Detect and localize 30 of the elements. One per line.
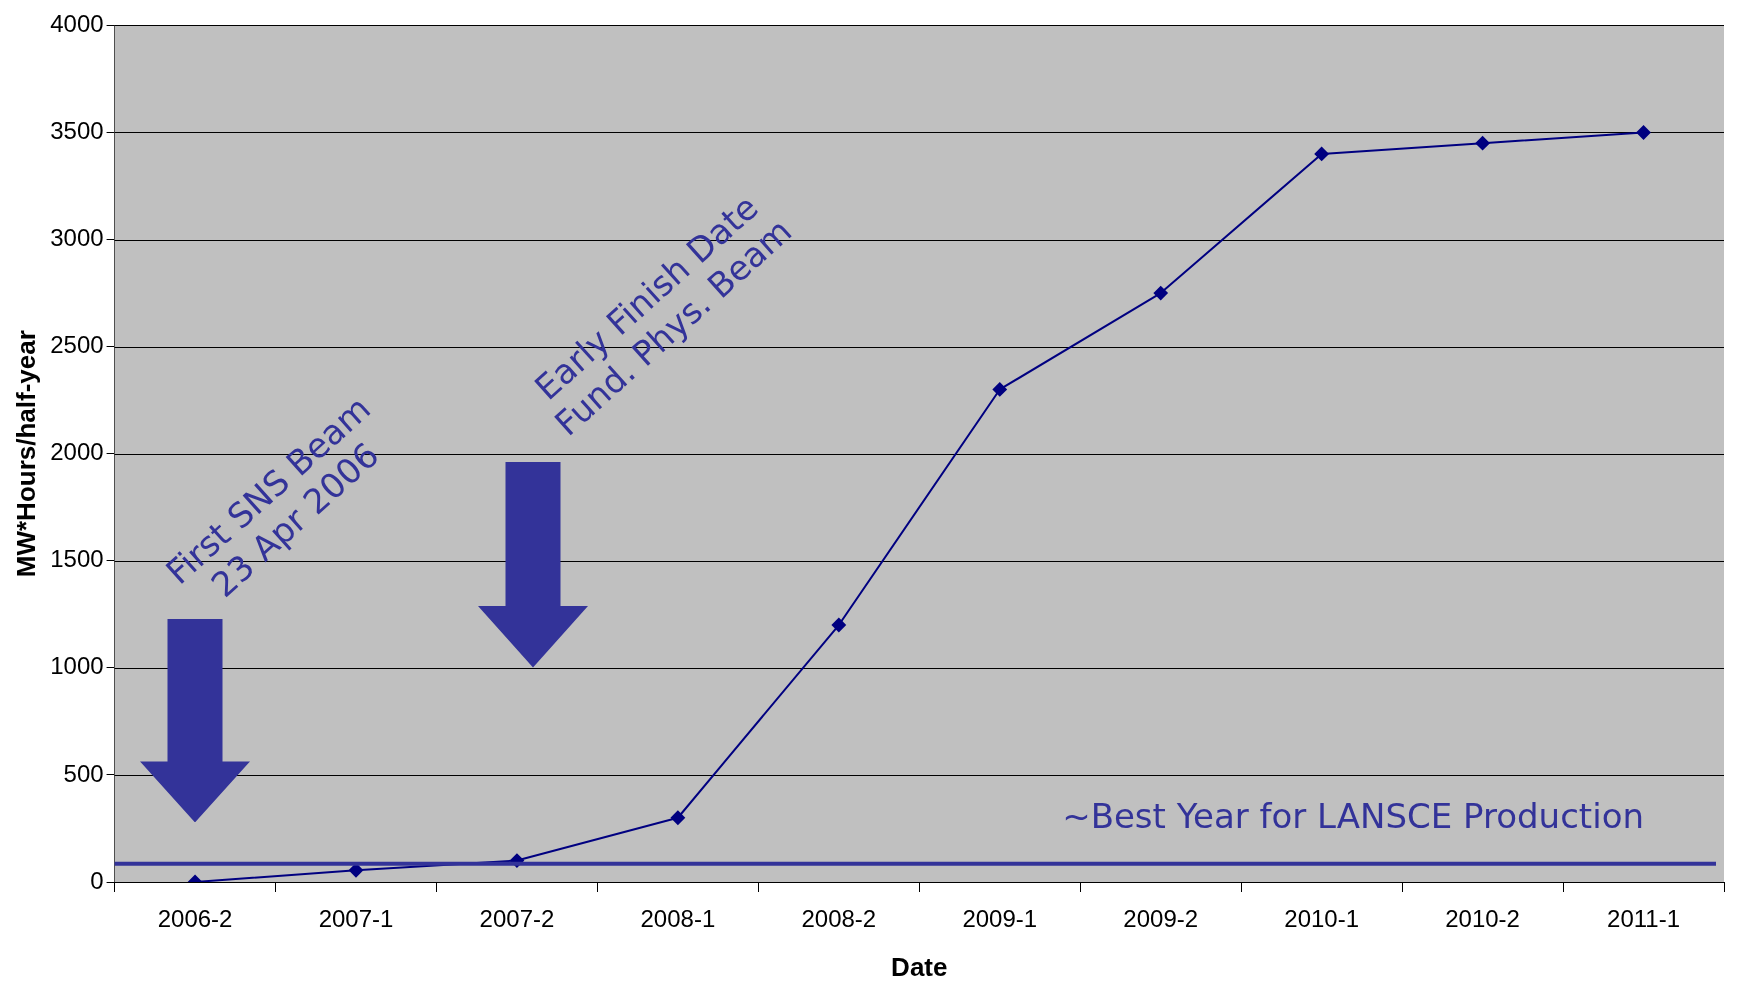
x-tick-label: 2007-1 (318, 905, 394, 933)
x-tick-label: 2008-2 (801, 905, 877, 933)
y-tick-label: 3000 (50, 224, 104, 252)
x-tick-label: 2009-1 (962, 905, 1038, 933)
x-tick-label: 2010-2 (1445, 905, 1520, 933)
y-axis-title: MW*Hours/half-year (10, 330, 41, 578)
y-tick-label: 500 (63, 759, 104, 787)
point (831, 618, 846, 633)
y-tick-label: 1500 (50, 545, 104, 573)
point (349, 863, 363, 878)
point (1314, 146, 1329, 161)
ref-line-label: ~Best Year for LANSCE Production (1062, 795, 1644, 836)
x-tick-label: 2009-2 (1123, 905, 1199, 933)
x-axis-title: Date (891, 951, 948, 982)
y-tick-label: 1000 (50, 652, 104, 680)
point (1636, 125, 1651, 140)
y-tick-label: 0 (90, 866, 104, 894)
x-tick-label: 2007-2 (479, 905, 555, 933)
x-tick-label: 2011-1 (1607, 905, 1681, 933)
y-tick-label: 2500 (50, 331, 104, 359)
y-tick-label: 2000 (50, 438, 104, 466)
point (670, 810, 685, 825)
x-tick-label: 2006-2 (157, 905, 233, 933)
x-tick-label: 2010-1 (1284, 905, 1360, 933)
x-tick-label: 2008-1 (640, 905, 716, 933)
point (1475, 136, 1490, 151)
y-tick-label: 3500 (50, 117, 104, 145)
point (992, 382, 1007, 397)
y-tick-label: 4000 (50, 10, 104, 38)
point (1153, 286, 1168, 301)
